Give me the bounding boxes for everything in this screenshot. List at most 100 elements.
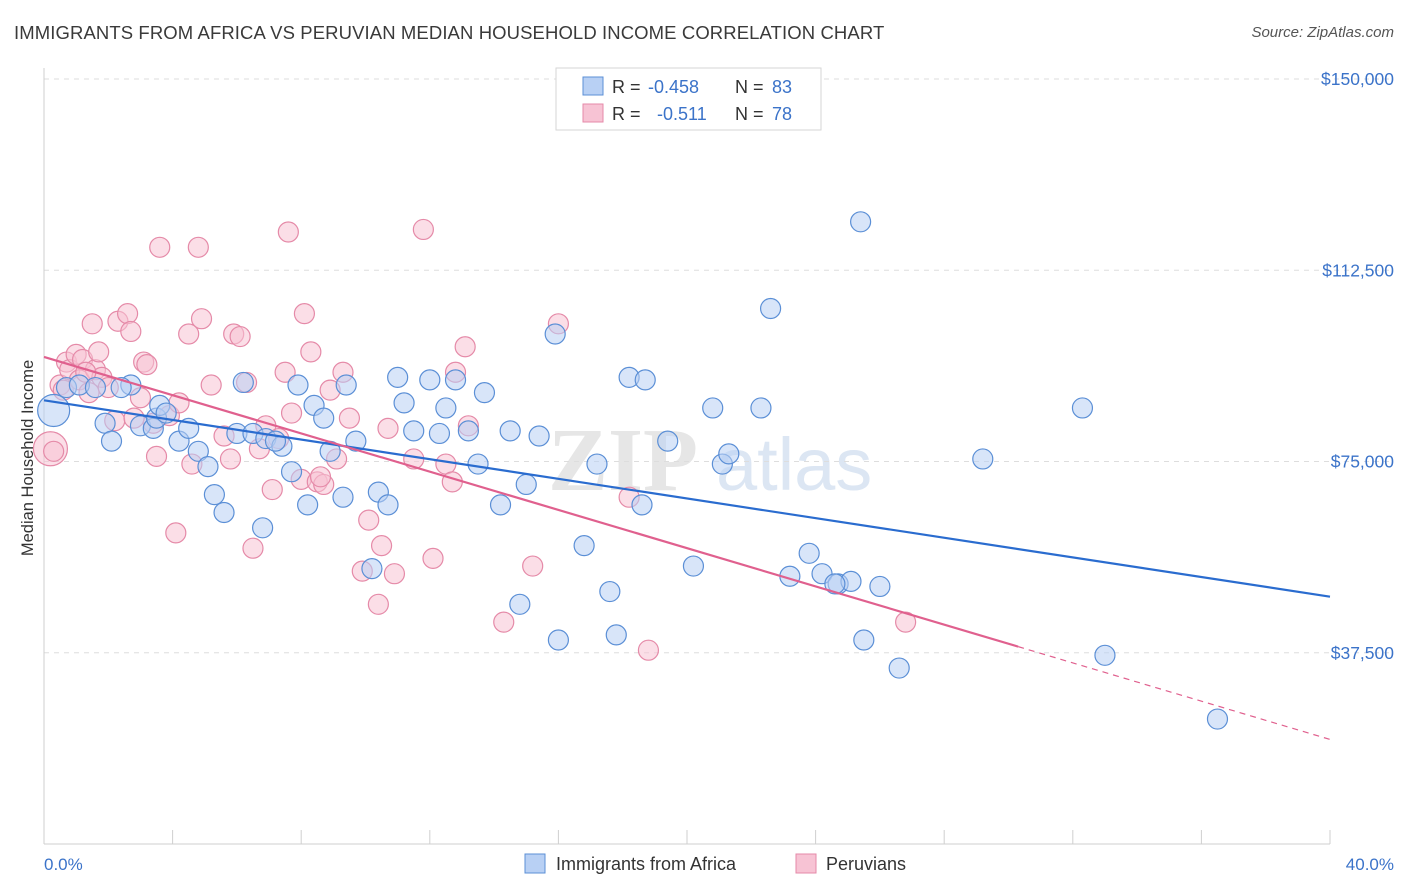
africa-point (547, 629, 570, 651)
peruvians-point (493, 611, 515, 633)
africa-point (332, 486, 354, 508)
africa-point (850, 211, 872, 233)
y-tick-labels: $37,500 $75,000 $112,500 $150,000 (1321, 69, 1394, 663)
africa-point (853, 629, 875, 651)
y-tick-label-112500: $112,500 (1322, 260, 1394, 280)
africa-point (718, 443, 740, 465)
africa-point (457, 420, 479, 442)
peruvians-point (338, 407, 361, 429)
peruvians-point (522, 555, 544, 577)
stats-legend-swatch-peruvians (582, 103, 604, 123)
africa-point (528, 425, 550, 447)
x-ticks (43, 830, 1331, 844)
africa-point (280, 461, 303, 483)
peruvians-point (280, 402, 303, 424)
legend-swatch-peruvians (795, 853, 817, 874)
source-credit: Source: ZipAtlas.com (1251, 24, 1394, 41)
stats-legend-n-label-africa: N = (735, 77, 764, 97)
africa-point (297, 494, 319, 516)
peruvians-point (43, 440, 65, 462)
africa-point (634, 369, 656, 391)
peruvians-point (165, 522, 187, 544)
africa-point (824, 573, 846, 595)
africa-point (499, 420, 521, 442)
africa-point (444, 369, 467, 391)
africa-point (110, 376, 132, 399)
africa-point (631, 494, 653, 516)
peruvians-point (383, 563, 406, 585)
y-axis-label: Median Household Income (19, 360, 37, 556)
africa-point (972, 448, 994, 470)
series-africa-points (37, 211, 1229, 730)
stats-legend-n-value-peruvians: 78 (772, 104, 792, 124)
peruvians-point (293, 303, 316, 325)
africa-point (287, 374, 309, 396)
peruvians-point (190, 308, 213, 330)
africa-point (599, 580, 621, 603)
africa-point (100, 430, 123, 452)
y-tick-label-75000: $75,000 (1331, 452, 1395, 472)
peruvians-point (435, 453, 457, 475)
peruvians-point (261, 478, 283, 501)
africa-point (393, 392, 415, 414)
peruvians-point (309, 466, 332, 488)
africa-point (702, 397, 724, 419)
trend-line-peruvians (43, 355, 1019, 648)
x-tick-label-max: 40.0% (1346, 855, 1394, 874)
peruvians-point (116, 303, 139, 325)
africa-point (605, 624, 627, 646)
africa-point (888, 657, 910, 679)
peruvians-point (358, 509, 380, 531)
africa-point (682, 555, 705, 577)
africa-point (313, 407, 335, 429)
peruvians-point (178, 323, 200, 345)
stats-legend-r-value-peruvians: -0.511 (657, 104, 707, 124)
trend-lines (43, 355, 1331, 741)
africa-point (94, 412, 116, 434)
africa-point (750, 397, 772, 419)
africa-point (203, 484, 225, 506)
peruvians-point (454, 336, 476, 358)
peruvians-point (187, 236, 209, 258)
africa-point (403, 420, 425, 442)
africa-point (509, 593, 531, 615)
trend-line-peruvians-extension (1017, 646, 1331, 741)
gridlines (44, 78, 1394, 654)
africa-point (515, 473, 537, 496)
africa-point (1094, 644, 1116, 666)
stats-legend-r-label-africa: R = (612, 77, 641, 97)
africa-point (657, 430, 679, 452)
watermark-atlas: atlas (716, 423, 872, 506)
peruvians-point (200, 374, 222, 396)
africa-point (435, 397, 457, 419)
africa-point (586, 453, 608, 475)
peruvians-point (277, 221, 299, 243)
legend-label-africa: Immigrants from Africa (556, 854, 737, 874)
peruvians-point (219, 448, 242, 470)
africa-point (387, 366, 409, 388)
peruvians-point (377, 417, 399, 439)
peruvians-point (145, 445, 168, 467)
stats-legend-r-label-peruvians: R = (612, 104, 641, 124)
peruvians-point (441, 471, 463, 493)
chart-title: IMMIGRANTS FROM AFRICA VS PERUVIAN MEDIA… (14, 22, 885, 43)
africa-point (84, 376, 107, 399)
peruvians-point (274, 361, 296, 383)
trend-line-africa (43, 399, 1331, 598)
peruvians-point (242, 537, 264, 559)
peruvians-point (149, 236, 171, 258)
africa-point (489, 494, 512, 516)
peruvians-point (300, 341, 322, 363)
africa-point (467, 453, 489, 475)
africa-point (544, 323, 566, 345)
africa-point (232, 371, 254, 394)
peruvians-point (81, 313, 103, 335)
africa-point (869, 575, 891, 598)
series-legend: Immigrants from Africa Peruvians (524, 853, 906, 874)
peruvians-point (229, 325, 251, 348)
africa-point (197, 456, 219, 478)
africa-point (1071, 397, 1094, 419)
legend-swatch-africa (524, 853, 546, 874)
africa-point (335, 374, 357, 396)
